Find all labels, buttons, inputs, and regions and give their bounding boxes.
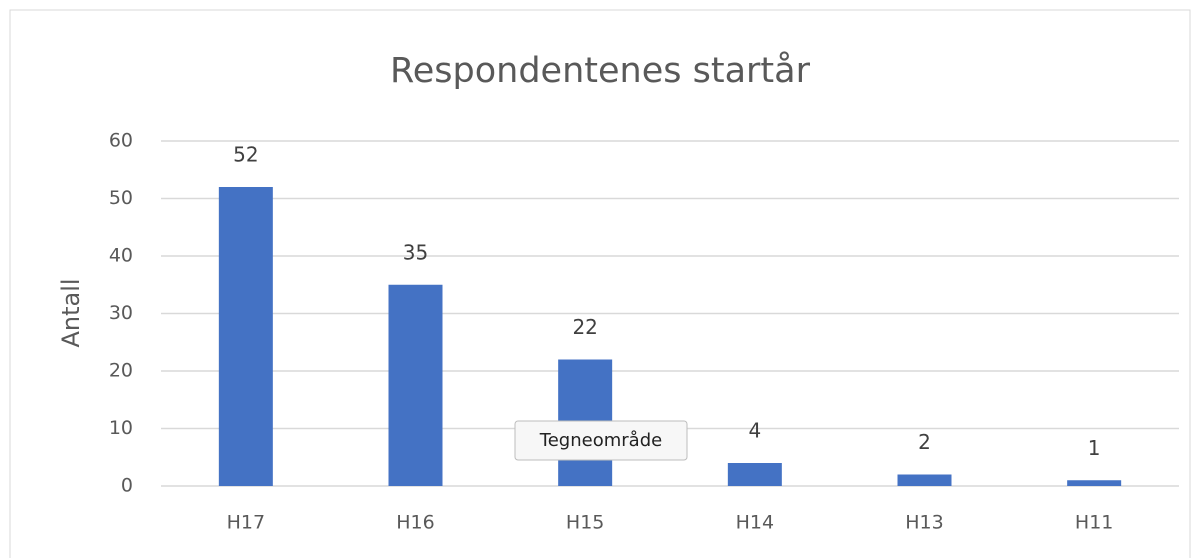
y-axis-label: Antall xyxy=(57,278,85,347)
bar xyxy=(218,187,273,486)
x-tick-label: H15 xyxy=(566,512,604,534)
data-label: 35 xyxy=(403,240,428,264)
bar xyxy=(727,463,782,486)
x-tick-label: H11 xyxy=(1075,512,1113,534)
chart-title: Respondentenes startår xyxy=(390,50,811,91)
y-tick-label: 30 xyxy=(109,302,133,324)
bar xyxy=(1067,480,1122,486)
x-tick-label: H16 xyxy=(396,512,434,534)
tooltip-box xyxy=(514,420,688,461)
data-label: 2 xyxy=(918,430,931,454)
y-tick-label: 0 xyxy=(121,475,133,497)
y-tick-label: 50 xyxy=(109,187,133,209)
data-label: 4 xyxy=(748,419,761,443)
y-tick-label: 40 xyxy=(109,245,133,267)
x-tick-label: H14 xyxy=(736,512,774,534)
x-tick-label: H13 xyxy=(905,512,943,534)
tooltip-text: Tegneområde xyxy=(539,430,662,451)
data-label: 1 xyxy=(1088,436,1101,460)
y-tick-label: 60 xyxy=(109,130,133,152)
tooltip: Tegneområde xyxy=(514,420,688,461)
data-label: 22 xyxy=(572,315,597,339)
bar xyxy=(897,474,952,486)
x-tick-label: H17 xyxy=(227,512,265,534)
y-tick-label: 20 xyxy=(109,360,133,382)
bar xyxy=(388,284,443,486)
data-label: 52 xyxy=(233,143,258,167)
y-tick-label: 10 xyxy=(109,417,133,439)
